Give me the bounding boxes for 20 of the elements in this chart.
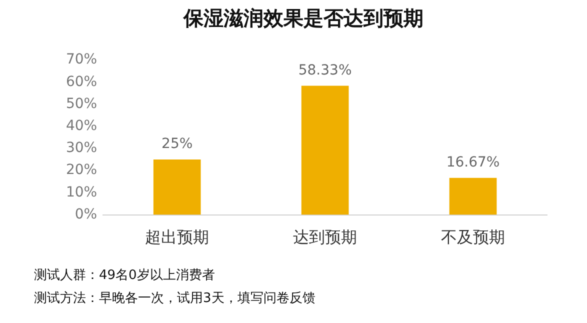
y-tick-label: 10%	[66, 184, 98, 200]
y-tick-label: 20%	[66, 162, 98, 178]
bar	[449, 178, 497, 215]
data-label: 58.33%	[298, 62, 352, 78]
text: 测试方法：早晚各一次，试用3天，填写问卷反馈	[34, 290, 316, 308]
y-tick-label: 0%	[74, 206, 98, 222]
x-tick-label: 不及预期	[441, 228, 506, 247]
y-tick-label: 30%	[66, 140, 98, 156]
y-tick-label: 50%	[66, 96, 98, 112]
y-tick-label: 40%	[66, 118, 98, 134]
data-label: 25%	[162, 136, 193, 152]
y-tick-label: 60%	[66, 74, 98, 90]
y-tick-label: 70%	[66, 52, 98, 68]
bar	[153, 160, 201, 215]
x-tick-label: 超出预期	[145, 228, 210, 247]
bar	[301, 86, 349, 215]
chart-title: 保湿滋润效果是否达到预期	[182, 6, 424, 30]
data-label: 16.67%	[446, 154, 500, 171]
text: 测试人群：49名0岁以上消费者	[34, 267, 216, 285]
x-tick-label: 达到预期	[293, 228, 358, 247]
